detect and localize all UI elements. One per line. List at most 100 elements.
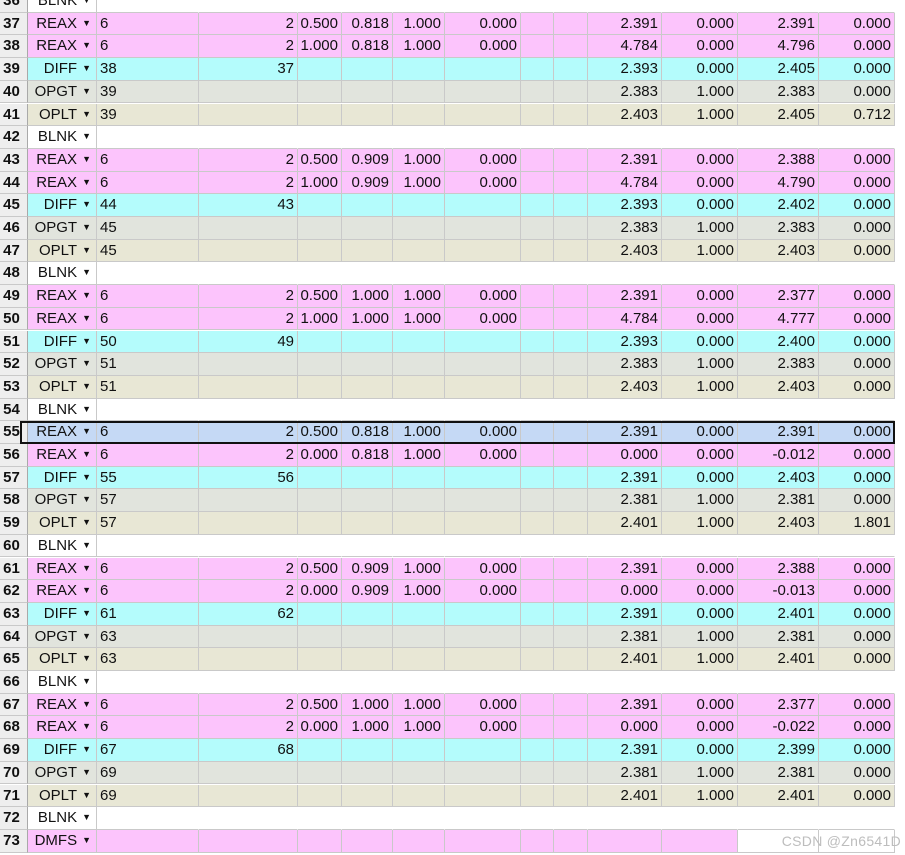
data-cell[interactable] [342, 489, 393, 513]
row-number[interactable]: 61 [0, 557, 28, 581]
data-cell[interactable]: 0.000 [819, 761, 895, 785]
op-dropdown[interactable]: BLNK ▼ [28, 262, 97, 286]
data-cell[interactable] [521, 807, 554, 830]
data-cell[interactable]: 1.000 [662, 625, 738, 649]
data-cell[interactable] [662, 671, 738, 694]
data-cell[interactable] [342, 262, 393, 286]
data-cell[interactable] [521, 421, 554, 444]
data-cell[interactable]: 2.393 [588, 194, 662, 217]
data-cell[interactable]: 6 [97, 307, 199, 331]
data-cell[interactable]: 56 [199, 466, 298, 490]
op-dropdown[interactable]: REAX ▼ [28, 421, 97, 444]
op-dropdown[interactable]: REAX ▼ [28, 35, 97, 59]
row-number[interactable]: 54 [0, 398, 28, 422]
data-cell[interactable]: 2.403 [738, 239, 819, 263]
row-number[interactable]: 71 [0, 784, 28, 808]
data-cell[interactable] [342, 466, 393, 490]
data-cell[interactable] [393, 239, 445, 263]
row-number[interactable]: 44 [0, 171, 28, 195]
table-row[interactable]: 39 DIFF ▼ 38 37 2.393 0.000 2.405 0.000 [0, 58, 905, 81]
data-cell[interactable] [342, 398, 393, 422]
data-cell[interactable] [445, 103, 521, 127]
data-cell[interactable] [521, 671, 554, 694]
data-cell[interactable] [819, 807, 895, 830]
row-number[interactable]: 47 [0, 239, 28, 263]
data-cell[interactable] [393, 671, 445, 694]
data-cell[interactable] [199, 648, 298, 671]
data-cell[interactable]: 1.000 [342, 716, 393, 740]
dropdown-arrow-icon[interactable]: ▼ [82, 222, 91, 232]
op-dropdown[interactable]: REAX ▼ [28, 171, 97, 195]
data-cell[interactable] [521, 58, 554, 81]
data-cell[interactable]: 2.381 [738, 761, 819, 785]
data-cell[interactable] [521, 829, 554, 853]
data-cell[interactable] [342, 194, 393, 217]
table-row[interactable]: 57 DIFF ▼ 55 56 2.391 0.000 2.403 0.000 [0, 466, 905, 490]
op-dropdown[interactable]: OPGT ▼ [28, 80, 97, 104]
data-cell[interactable] [199, 807, 298, 830]
data-cell[interactable]: 2.381 [588, 489, 662, 513]
data-cell[interactable]: 6 [97, 693, 199, 717]
data-cell[interactable] [819, 398, 895, 422]
table-row[interactable]: 65 OPLT ▼ 63 2.401 1.000 2.401 0.000 [0, 648, 905, 671]
data-cell[interactable] [445, 829, 521, 853]
table-row[interactable]: 43 REAX ▼ 6 2 0.500 0.909 1.000 0.000 2.391 0.000 2… [0, 148, 905, 172]
data-cell[interactable] [298, 58, 342, 81]
data-cell[interactable] [554, 444, 588, 467]
data-cell[interactable]: 4.784 [588, 307, 662, 331]
data-cell[interactable]: 63 [97, 648, 199, 671]
data-cell[interactable] [554, 829, 588, 853]
data-cell[interactable]: 1.000 [662, 353, 738, 376]
data-cell[interactable] [521, 171, 554, 195]
data-cell[interactable]: 0.000 [588, 580, 662, 603]
data-cell[interactable]: 0.000 [819, 194, 895, 217]
data-cell[interactable]: 68 [199, 739, 298, 762]
data-cell[interactable] [554, 534, 588, 558]
data-cell[interactable] [445, 330, 521, 354]
data-cell[interactable]: 63 [97, 625, 199, 649]
dropdown-arrow-icon[interactable]: ▼ [82, 358, 91, 369]
data-cell[interactable]: 0.000 [819, 602, 895, 626]
data-cell[interactable]: 0.000 [662, 602, 738, 626]
op-dropdown[interactable]: BLNK ▼ [28, 807, 97, 830]
data-cell[interactable]: 0.818 [342, 35, 393, 59]
data-cell[interactable] [521, 534, 554, 558]
data-cell[interactable] [342, 625, 393, 649]
data-cell[interactable] [342, 534, 393, 558]
data-cell[interactable]: 1.000 [393, 557, 445, 581]
data-cell[interactable] [521, 489, 554, 513]
data-cell[interactable] [298, 239, 342, 263]
data-cell[interactable]: 39 [97, 80, 199, 104]
data-cell[interactable] [298, 761, 342, 785]
table-row[interactable]: 62 REAX ▼ 6 2 0.000 0.909 1.000 0.000 0.000 0.000-… [0, 580, 905, 603]
data-cell[interactable] [662, 829, 738, 853]
data-cell[interactable] [393, 262, 445, 286]
data-cell[interactable] [342, 671, 393, 694]
data-cell[interactable] [521, 739, 554, 762]
data-cell[interactable]: 0.818 [342, 421, 393, 444]
data-cell[interactable] [588, 126, 662, 149]
data-cell[interactable] [342, 126, 393, 149]
data-cell[interactable]: 0.000 [445, 693, 521, 717]
data-cell[interactable]: -0.013 [738, 580, 819, 603]
data-cell[interactable]: 2.393 [588, 330, 662, 354]
data-cell[interactable]: 2 [199, 693, 298, 717]
data-cell[interactable]: 2.381 [738, 625, 819, 649]
data-cell[interactable]: 0.000 [445, 444, 521, 467]
data-cell[interactable]: 2.377 [738, 693, 819, 717]
data-cell[interactable] [298, 625, 342, 649]
data-cell[interactable]: 2 [199, 285, 298, 308]
data-cell[interactable] [445, 398, 521, 422]
dropdown-arrow-icon[interactable]: ▼ [82, 471, 91, 482]
op-dropdown[interactable]: BLNK ▼ [28, 671, 97, 694]
row-number[interactable]: 65 [0, 648, 28, 671]
data-cell[interactable] [342, 217, 393, 240]
row-number[interactable]: 69 [0, 739, 28, 762]
dropdown-arrow-icon[interactable]: ▼ [82, 290, 91, 301]
data-cell[interactable]: 0.000 [662, 330, 738, 354]
data-cell[interactable] [554, 580, 588, 603]
op-dropdown[interactable]: REAX ▼ [28, 580, 97, 603]
data-cell[interactable]: 2.381 [738, 489, 819, 513]
data-cell[interactable] [521, 262, 554, 286]
data-cell[interactable] [298, 739, 342, 762]
